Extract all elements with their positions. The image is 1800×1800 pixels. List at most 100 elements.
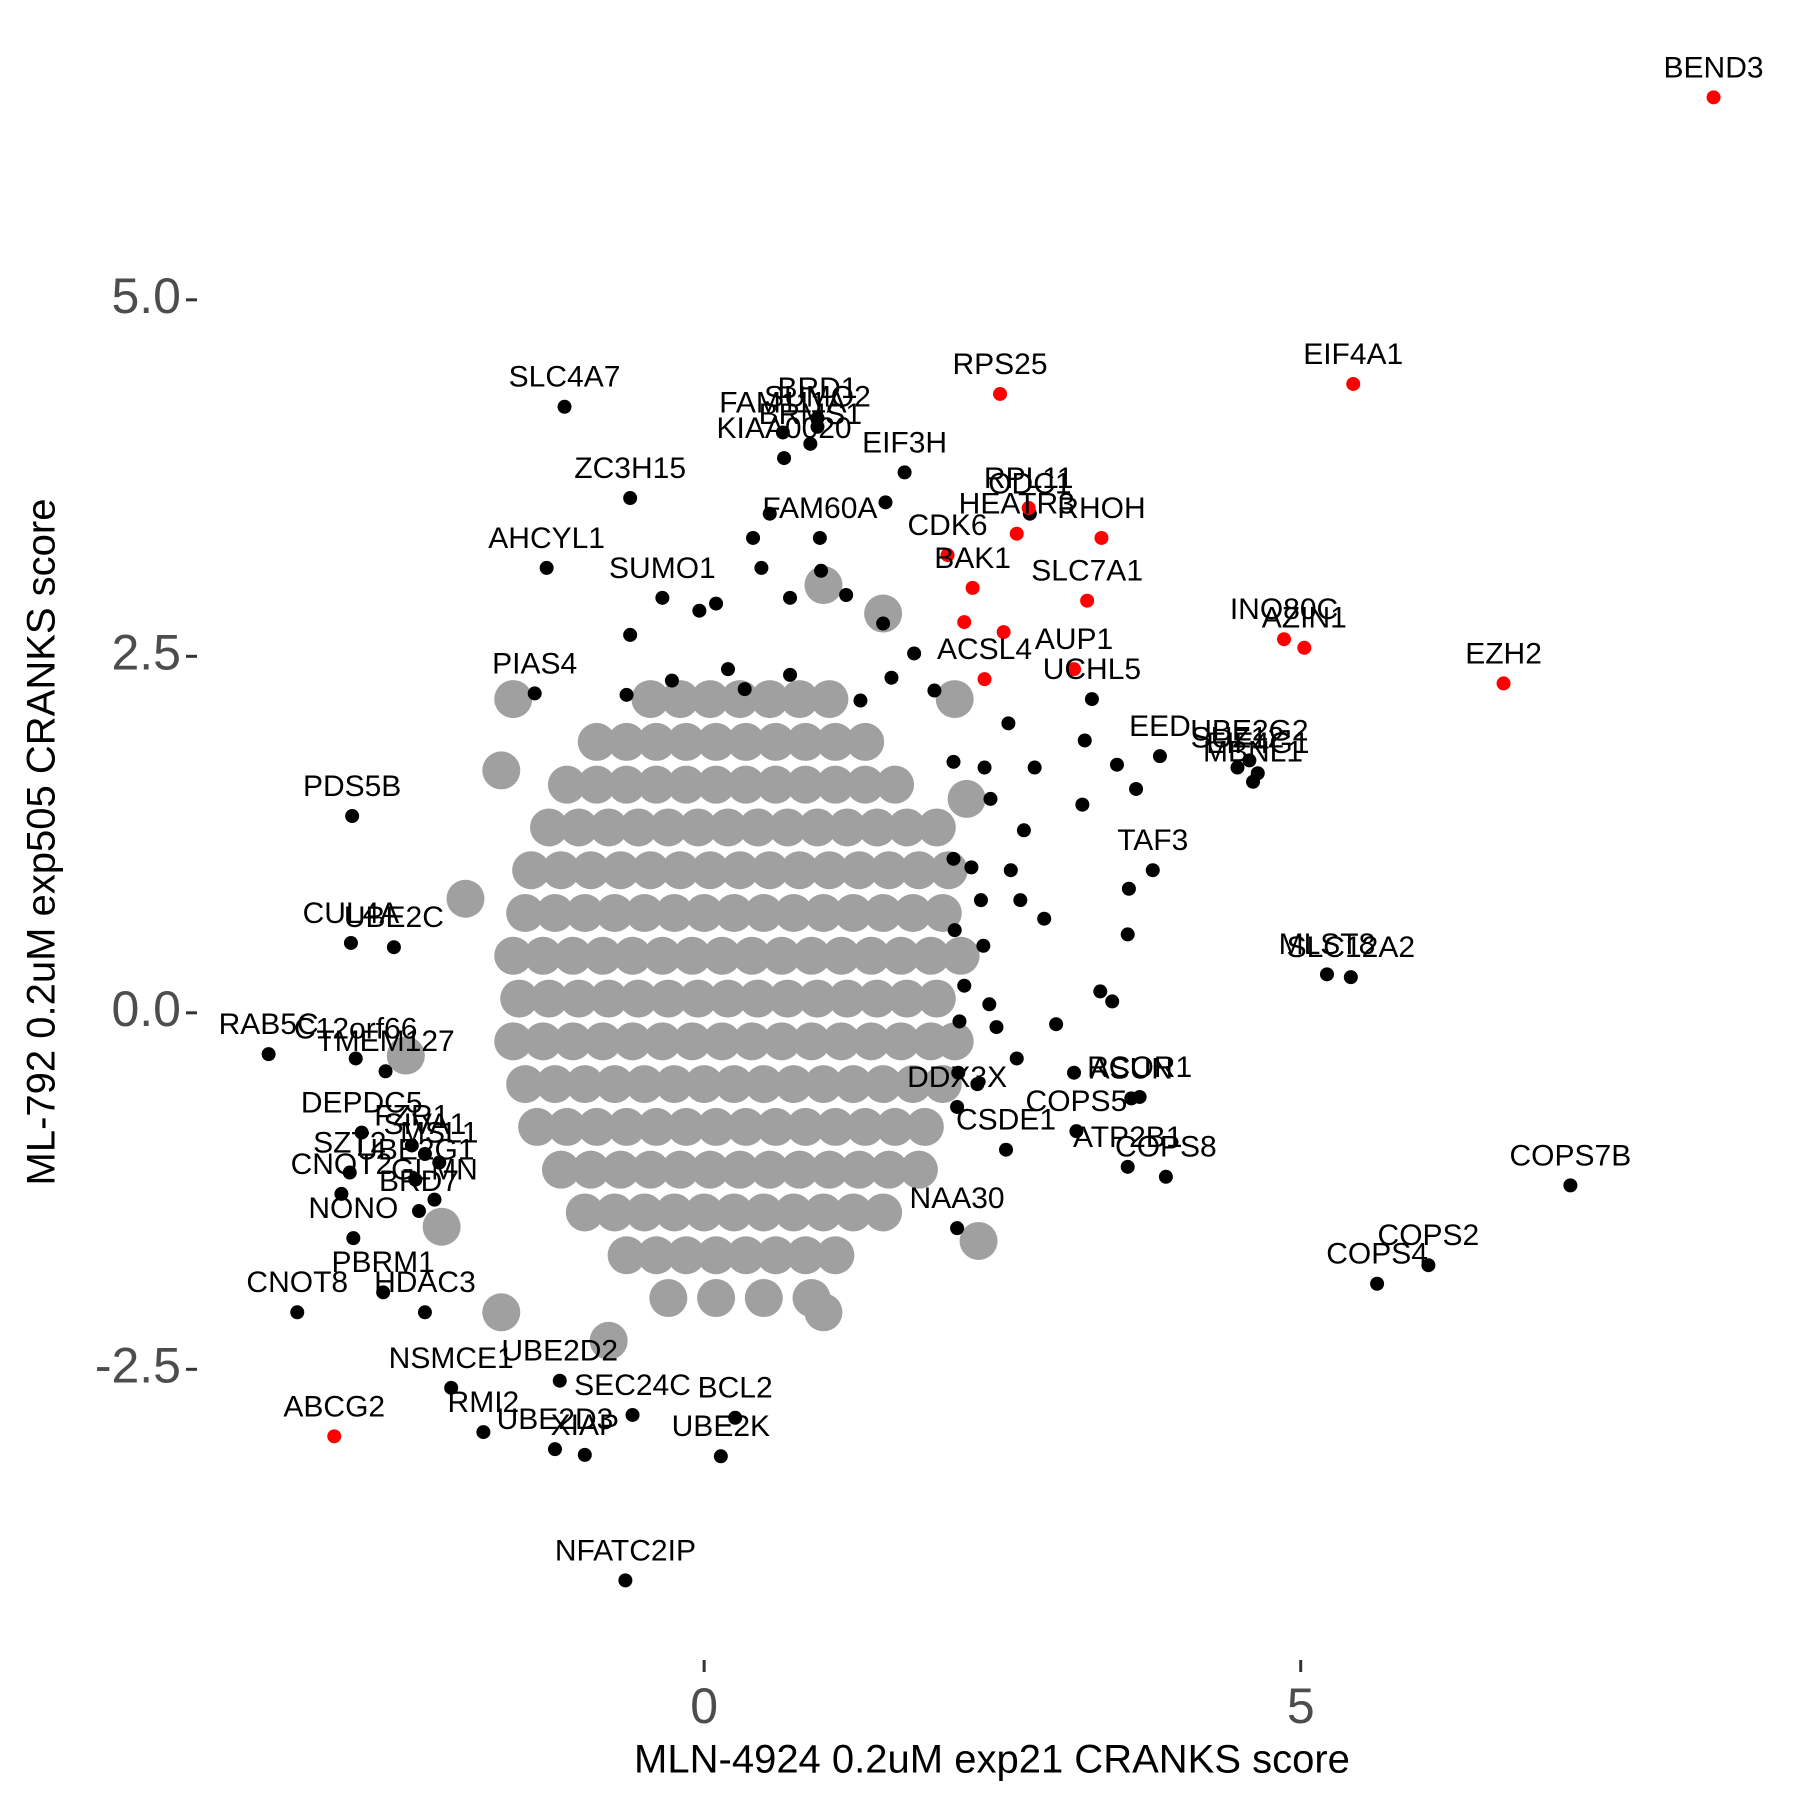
point	[577, 722, 616, 761]
point	[1230, 760, 1245, 775]
point	[1001, 716, 1016, 731]
point	[547, 1107, 586, 1146]
point	[512, 851, 551, 890]
point	[601, 1150, 640, 1189]
point	[559, 979, 598, 1018]
point	[444, 1380, 459, 1395]
point	[864, 1065, 903, 1104]
point-label: AUP1	[1035, 623, 1113, 656]
point	[348, 1051, 363, 1066]
point	[577, 1107, 616, 1146]
point	[506, 1065, 545, 1104]
point-label: ASUN	[1090, 1052, 1173, 1085]
point	[679, 808, 718, 847]
point-label: EZH2	[1465, 637, 1542, 670]
point	[1421, 1258, 1436, 1273]
point	[691, 851, 730, 890]
point	[858, 808, 897, 847]
point	[713, 1449, 728, 1464]
point-label: EIF4A1	[1303, 338, 1403, 371]
point	[1152, 749, 1167, 764]
point	[553, 936, 592, 975]
point	[768, 979, 807, 1018]
point	[623, 627, 638, 642]
point	[1093, 984, 1108, 999]
point	[870, 1150, 909, 1189]
point	[822, 1022, 861, 1061]
point	[989, 1020, 1004, 1035]
point-label: KIAA0020	[717, 412, 852, 445]
point	[1069, 1124, 1084, 1139]
point	[1370, 1276, 1385, 1291]
point-label: UBE2K	[672, 1410, 770, 1443]
point	[595, 894, 634, 933]
point	[774, 1065, 813, 1104]
point	[750, 680, 789, 719]
point	[408, 1172, 423, 1187]
point-label: SLC12A2	[1287, 931, 1415, 964]
point	[876, 765, 915, 804]
point	[744, 1193, 783, 1232]
point	[977, 672, 992, 687]
point-label: TAF3	[1117, 824, 1188, 857]
point	[1496, 676, 1511, 691]
point-label: FAM60A	[762, 492, 877, 525]
point	[899, 851, 938, 890]
point	[637, 1107, 676, 1146]
point	[810, 851, 849, 890]
point-label: BRD1	[777, 372, 857, 405]
point-label: SLC7A1	[1031, 555, 1143, 588]
point	[697, 1236, 736, 1275]
point	[625, 1193, 664, 1232]
point	[828, 808, 867, 847]
point	[1129, 781, 1144, 796]
point	[1158, 1169, 1173, 1184]
point-label: DEPDC5	[301, 1087, 423, 1120]
point-label: MBNL1	[1203, 736, 1303, 769]
point-label: SUZ12	[1191, 721, 1284, 754]
point	[625, 1407, 640, 1422]
point	[685, 1065, 724, 1104]
point	[655, 1065, 694, 1104]
point	[846, 722, 885, 761]
point	[547, 1442, 562, 1457]
point	[661, 680, 700, 719]
point-label: SZT2	[313, 1126, 386, 1159]
point	[816, 1107, 855, 1146]
point	[553, 1022, 592, 1061]
point	[756, 765, 795, 804]
point-label: RCOR1	[1087, 1051, 1192, 1084]
point	[667, 1236, 706, 1275]
point	[643, 1022, 682, 1061]
point-label: BRD7	[379, 1165, 459, 1198]
point	[780, 1150, 819, 1189]
point	[691, 1150, 730, 1189]
point	[1242, 753, 1257, 768]
point	[834, 1193, 873, 1232]
point	[816, 765, 855, 804]
point	[935, 1022, 974, 1061]
point	[996, 625, 1011, 640]
point	[810, 419, 825, 434]
point	[1343, 970, 1358, 985]
point-label: PBRM1	[331, 1246, 434, 1279]
point	[744, 1279, 783, 1318]
point	[780, 851, 819, 890]
point	[738, 979, 777, 1018]
point	[535, 894, 574, 933]
point	[774, 894, 813, 933]
point	[1297, 640, 1312, 655]
point	[803, 436, 818, 451]
point	[1706, 90, 1721, 105]
point-label: CDK6	[908, 509, 988, 542]
point	[804, 1193, 843, 1232]
point	[345, 809, 360, 824]
point	[726, 722, 765, 761]
point	[746, 530, 761, 545]
point	[982, 997, 997, 1012]
point	[709, 808, 747, 847]
point	[386, 940, 401, 955]
point	[577, 1447, 592, 1462]
point	[973, 893, 988, 908]
point-label: EED	[1129, 710, 1191, 743]
